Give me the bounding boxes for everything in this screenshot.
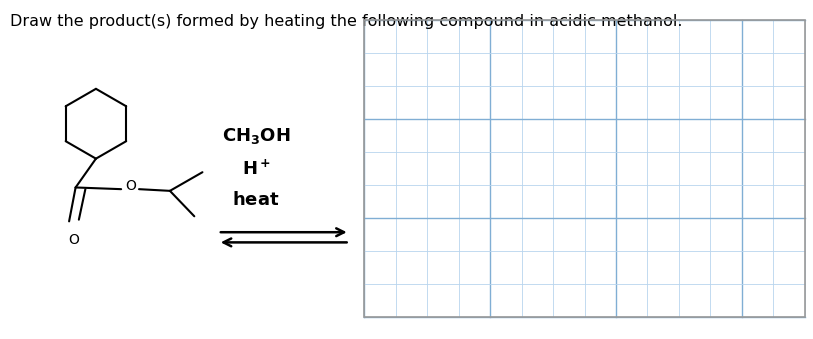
Text: O: O xyxy=(68,233,80,247)
Text: $\mathbf{heat}$: $\mathbf{heat}$ xyxy=(233,191,280,209)
Text: $\mathbf{H^+}$: $\mathbf{H^+}$ xyxy=(241,160,271,179)
Text: Draw the product(s) formed by heating the following compound in acidic methanol.: Draw the product(s) formed by heating th… xyxy=(10,14,682,28)
Bar xyxy=(364,20,805,317)
Text: $\mathbf{CH_3OH}$: $\mathbf{CH_3OH}$ xyxy=(222,126,290,145)
Text: O: O xyxy=(125,179,137,193)
